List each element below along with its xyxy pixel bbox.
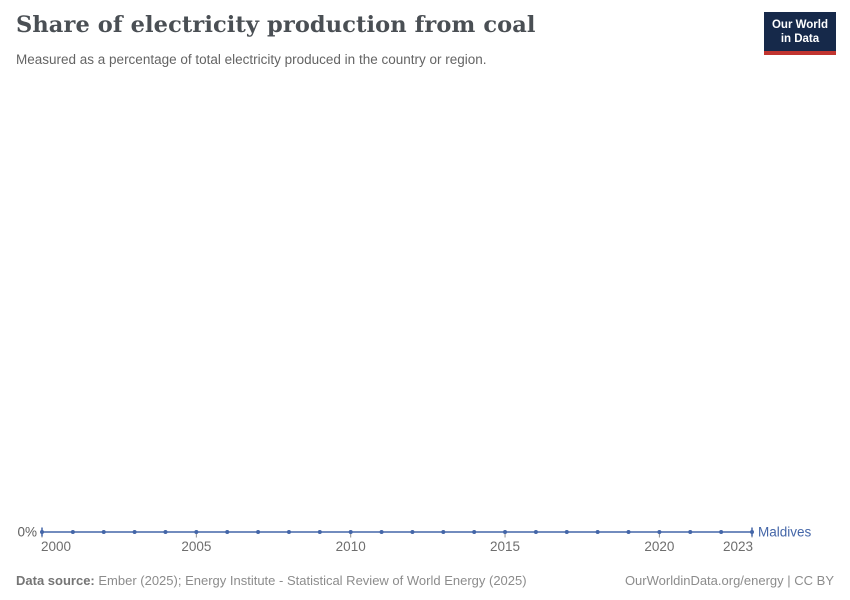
line-chart[interactable]: 2000 2005 2010 2015 2020 2023 0% Maldives [0,0,850,560]
series-label-maldives[interactable]: Maldives [758,525,812,540]
data-source-label: Data source: [16,573,95,588]
data-point[interactable] [379,530,384,534]
data-point[interactable] [719,530,724,534]
data-point[interactable] [101,530,106,534]
data-point[interactable] [472,530,477,534]
x-axis-tick-label: 2020 [644,539,674,554]
x-axis-tick-label: 2005 [181,539,211,554]
data-point[interactable] [348,530,353,534]
owid-logo-line1: Our World [771,19,828,31]
data-source[interactable]: Data source: Ember (2025); Energy Instit… [16,573,527,588]
data-point[interactable] [40,530,44,534]
owid-logo-line2: in Data [780,33,820,46]
chart-footer: Data source: Ember (2025); Energy Instit… [16,573,834,588]
data-point[interactable] [410,530,415,534]
data-point[interactable] [688,530,693,534]
data-source-text: Ember (2025); Energy Institute - Statist… [94,573,527,588]
data-point[interactable] [225,530,230,534]
data-point[interactable] [595,530,600,534]
x-axis-tick-label: 2023 [723,539,753,554]
data-point[interactable] [70,530,75,534]
x-axis-tick-label: 2015 [490,539,520,554]
data-point[interactable] [657,530,662,534]
data-point[interactable] [256,530,261,534]
data-point[interactable] [503,530,508,534]
data-point[interactable] [626,530,631,534]
chart-subtitle: Measured as a percentage of total electr… [16,52,487,67]
data-point[interactable] [132,530,137,534]
x-axis-tick-label: 2010 [336,539,366,554]
data-point[interactable] [286,530,291,534]
data-point[interactable] [441,530,446,534]
data-point[interactable] [533,530,538,534]
owid-logo[interactable]: Our World in Data [763,12,836,55]
y-axis-tick-label: 0% [17,525,37,540]
data-point[interactable] [194,530,199,534]
owid-footer-link[interactable]: OurWorldinData.org/energy | CC BY [624,573,834,588]
data-point[interactable] [564,530,569,534]
page-title: Share of electricity production from coa… [16,12,536,38]
data-point[interactable] [750,530,754,534]
x-axis-tick-label: 2000 [41,539,71,554]
data-point[interactable] [317,530,322,534]
data-point[interactable] [163,530,168,534]
